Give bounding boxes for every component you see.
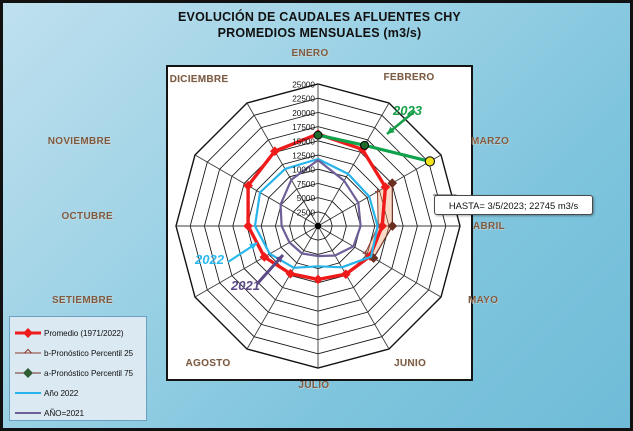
month-label-noviembre: NOVIEMBRE [47, 136, 111, 147]
month-label-diciembre: DICIEMBRE [169, 74, 229, 85]
annotation-arrow-head [275, 255, 283, 263]
r-tick-label: 17500 [292, 123, 315, 132]
r-tick-label: 2500 [297, 208, 316, 217]
series-marker [313, 130, 323, 140]
month-label-febrero: FEBRERO [383, 72, 435, 83]
axis-spoke [317, 102, 390, 227]
legend-label: Promedio (1971/2022) [44, 328, 124, 338]
chart-title-block: EVOLUCIÓN DE CAUDALES AFLUENTES CHY PROM… [3, 9, 633, 41]
r-tick-label: 7500 [297, 180, 316, 189]
r-tick-label: 15000 [292, 137, 315, 146]
month-label-abril: ABRIL [473, 221, 506, 232]
legend-label: AÑO=2021 [44, 408, 84, 418]
callout-text: HASTA= 3/5/2023; 22745 m3/s [448, 199, 579, 211]
month-label-octubre: OCTUBRE [61, 211, 113, 222]
series-line [246, 132, 388, 282]
series-marker [387, 178, 398, 188]
axis-spoke [246, 225, 319, 350]
axis-spoke [194, 154, 319, 227]
legend-swatch-icon [15, 407, 41, 419]
series-marker [360, 140, 370, 150]
annotation-arrow-head [249, 243, 257, 250]
annotation-2021: 2021 [231, 278, 260, 293]
month-label-julio: JULIO [298, 380, 330, 391]
axis-spoke [317, 225, 442, 298]
axis-spoke [317, 225, 390, 350]
month-label-marzo: MARZO [471, 136, 510, 147]
legend-swatch-icon [15, 347, 41, 359]
callout-box[interactable]: HASTA= 3/5/2023; 22745 m3/s [434, 195, 593, 215]
month-label-mayo: MAYO [468, 295, 499, 306]
month-label-agosto: AGOSTO [185, 358, 231, 369]
axis-spoke [317, 154, 442, 227]
series-marker [387, 221, 398, 231]
r-tick-label: 12500 [292, 152, 315, 161]
r-tick-label: 20000 [292, 109, 315, 118]
series-line [253, 157, 379, 269]
legend-swatch-icon [15, 327, 41, 339]
legend-swatch-icon [15, 387, 41, 399]
series-marker [285, 268, 296, 279]
chart-legend[interactable]: Promedio (1971/2022) b-Pronóstico Percent… [9, 316, 147, 421]
series-line [279, 158, 362, 258]
series-marker [259, 252, 270, 262]
series-line [316, 133, 432, 164]
series-marker-latest [424, 156, 436, 167]
r-tick-label: 22500 [292, 95, 315, 104]
month-label-enero: ENERO [291, 48, 329, 59]
r-tick-label: 5000 [297, 194, 316, 203]
series-marker [243, 180, 253, 191]
series-marker [243, 221, 253, 231]
legend-item-3[interactable]: Año 2022 [15, 383, 141, 403]
series-marker [341, 269, 351, 280]
legend-label: a-Pronóstico Percentil 75 [44, 368, 133, 378]
axis-spoke [194, 225, 319, 298]
legend-swatch-icon [15, 367, 41, 379]
legend-label: b-Pronóstico Percentil 25 [44, 348, 133, 358]
legend-item-2[interactable]: a-Pronóstico Percentil 75 [15, 363, 141, 383]
legend-item-1[interactable]: b-Pronóstico Percentil 25 [15, 343, 141, 363]
chart-title-line1: EVOLUCIÓN DE CAUDALES AFLUENTES CHY [178, 10, 461, 24]
r-tick-label: 25000 [292, 81, 315, 90]
radar-chart: 2500 5000 7500 10000 12500 15000 17500 20000 225… [175, 81, 472, 369]
axis-spoke [246, 102, 319, 227]
annotation-2023: 2023 [393, 103, 422, 118]
legend-item-4[interactable]: AÑO=2021 [15, 403, 141, 423]
forecast-band [365, 183, 393, 259]
annotation-2022: 2022 [195, 252, 224, 267]
annotation-arrow-head [387, 126, 395, 134]
chart-title-line2: PROMEDIOS MENSUALES (m3/s) [217, 26, 422, 40]
month-label-setiembre: SETIEMBRE [51, 295, 113, 306]
legend-label: Año 2022 [44, 388, 79, 398]
r-tick-label: 10000 [292, 166, 315, 175]
series-marker [377, 221, 388, 231]
series-marker [380, 182, 391, 192]
radar-center [314, 222, 322, 230]
legend-item-0[interactable]: Promedio (1971/2022) [15, 323, 141, 343]
series-marker [270, 146, 280, 157]
series-marker [313, 274, 323, 285]
month-label-junio: JUNIO [393, 358, 427, 369]
